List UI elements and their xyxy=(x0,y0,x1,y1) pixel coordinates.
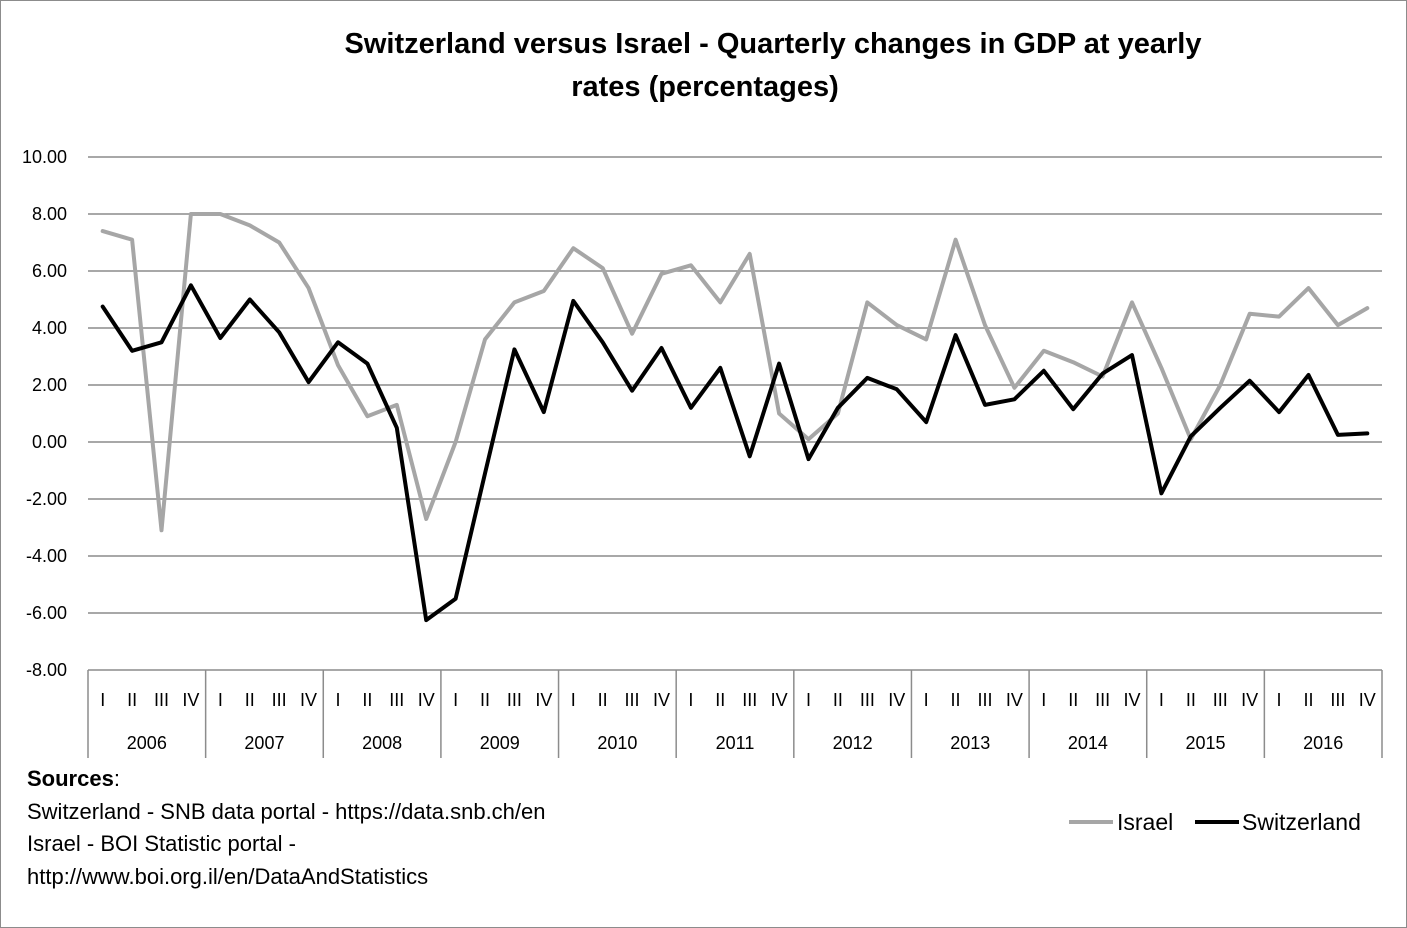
x-quarter-label: IV xyxy=(653,690,670,710)
y-tick-label: 10.00 xyxy=(22,147,67,167)
series-line-israel xyxy=(100,212,1370,533)
x-quarter-label: III xyxy=(272,690,287,710)
x-year-label: 2010 xyxy=(597,733,637,753)
x-quarter-label: III xyxy=(1330,690,1345,710)
legend-label-switzerland: Switzerland xyxy=(1242,809,1361,835)
x-quarter-label: IV xyxy=(1241,690,1258,710)
x-quarter-label: II xyxy=(245,690,255,710)
x-quarter-label: I xyxy=(218,690,223,710)
x-quarter-label: II xyxy=(951,690,961,710)
x-quarter-label: IV xyxy=(300,690,317,710)
sources-heading-row: Sources: xyxy=(27,763,546,796)
x-year-label: 2007 xyxy=(244,733,284,753)
y-tick-label: -4.00 xyxy=(26,546,67,566)
x-quarter-label: I xyxy=(1277,690,1282,710)
x-quarter-label: I xyxy=(453,690,458,710)
x-quarter-label: IV xyxy=(771,690,788,710)
x-quarter-label: I xyxy=(1159,690,1164,710)
y-tick-label: 2.00 xyxy=(32,375,67,395)
x-quarter-label: IV xyxy=(535,690,552,710)
x-quarter-label: II xyxy=(1186,690,1196,710)
chart-title-line-2: rates (percentages) xyxy=(571,71,839,103)
x-year-label: 2009 xyxy=(480,733,520,753)
y-tick-label: -2.00 xyxy=(26,489,67,509)
x-quarter-label: III xyxy=(507,690,522,710)
x-year-label: 2006 xyxy=(127,733,167,753)
x-quarter-label: I xyxy=(1041,690,1046,710)
x-quarter-label: I xyxy=(571,690,576,710)
x-quarter-label: III xyxy=(389,690,404,710)
x-quarter-label: II xyxy=(833,690,843,710)
x-quarter-label: II xyxy=(598,690,608,710)
x-quarter-label: IV xyxy=(888,690,905,710)
chart-title-line-1: Switzerland versus Israel - Quarterly ch… xyxy=(345,28,1202,60)
x-year-label: 2012 xyxy=(833,733,873,753)
x-quarter-label: III xyxy=(860,690,875,710)
x-quarter-label: II xyxy=(127,690,137,710)
x-quarter-label: I xyxy=(924,690,929,710)
x-quarter-label: II xyxy=(715,690,725,710)
x-quarter-label: III xyxy=(1095,690,1110,710)
y-tick-label: 4.00 xyxy=(32,318,67,338)
source-line-israel-url: http://www.boi.org.il/en/DataAndStatisti… xyxy=(27,863,429,889)
x-quarter-label: I xyxy=(688,690,693,710)
x-quarter-label: I xyxy=(806,690,811,710)
gridlines xyxy=(88,156,1382,671)
legend: Israel Switzerland xyxy=(1069,809,1361,835)
x-year-label: 2015 xyxy=(1186,733,1226,753)
series-lines xyxy=(100,212,1370,623)
x-quarter-label: III xyxy=(625,690,640,710)
x-quarter-label: IV xyxy=(1006,690,1023,710)
x-quarter-label: I xyxy=(335,690,340,710)
x-quarter-label: I xyxy=(100,690,105,710)
sources-note: Sources: Switzerland - SNB data portal -… xyxy=(27,763,546,893)
chart-title: Switzerland versus Israel - Quarterly ch… xyxy=(345,28,1202,103)
x-year-label: 2008 xyxy=(362,733,402,753)
x-year-label: 2011 xyxy=(716,733,755,753)
series-line-switzerland xyxy=(100,283,1370,623)
source-line-israel: Israel - BOI Statistic portal - xyxy=(27,831,296,856)
x-quarter-label: II xyxy=(1303,690,1313,710)
sources-heading: Sources xyxy=(27,766,114,791)
x-quarter-label: IV xyxy=(1124,690,1141,710)
y-tick-label: 6.00 xyxy=(32,261,67,281)
x-quarter-label: IV xyxy=(1359,690,1376,710)
x-quarter-label: II xyxy=(1068,690,1078,710)
x-quarter-label: III xyxy=(1213,690,1228,710)
x-quarter-label: II xyxy=(480,690,490,710)
y-tick-label: 8.00 xyxy=(32,204,67,224)
y-tick-label: -6.00 xyxy=(26,603,67,623)
x-year-label: 2016 xyxy=(1303,733,1343,753)
y-tick-label: -8.00 xyxy=(26,660,67,680)
x-quarter-label: III xyxy=(154,690,169,710)
x-quarter-label: III xyxy=(977,690,992,710)
source-line-switzerland: Switzerland - SNB data portal - https://… xyxy=(27,798,546,824)
sources-heading-colon: : xyxy=(113,766,120,791)
x-quarter-label: III xyxy=(742,690,757,710)
x-year-label: 2013 xyxy=(950,733,990,753)
y-axis: 10.00 8.00 6.00 4.00 2.00 0.00 -2.00 -4.00 -6.00… xyxy=(22,147,67,680)
x-quarter-label: II xyxy=(362,690,372,710)
legend-label-israel: Israel xyxy=(1117,809,1173,835)
x-year-label: 2014 xyxy=(1068,733,1108,753)
x-quarter-label: IV xyxy=(418,690,435,710)
x-quarter-label: IV xyxy=(182,690,199,710)
y-tick-label: 0.00 xyxy=(32,432,67,452)
